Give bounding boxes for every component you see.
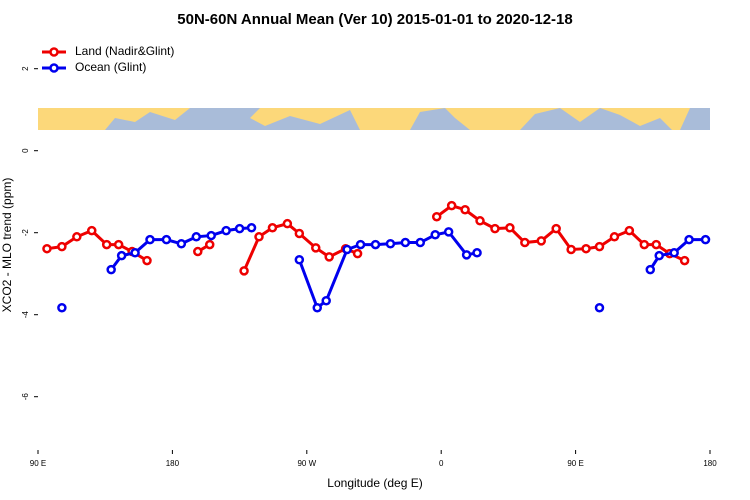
point xyxy=(594,302,605,313)
x-tick-label: 90 E xyxy=(567,459,583,468)
point xyxy=(294,255,305,265)
point xyxy=(472,248,482,258)
point xyxy=(520,237,530,248)
point xyxy=(551,223,561,234)
x-tick-label: 90 W xyxy=(297,459,316,468)
point xyxy=(461,250,472,260)
point xyxy=(475,216,485,226)
point xyxy=(443,227,454,237)
point xyxy=(700,234,711,245)
point xyxy=(116,250,127,261)
legend-marker xyxy=(49,63,59,73)
point xyxy=(594,241,605,252)
point xyxy=(684,234,694,245)
y-tick-label: -4 xyxy=(21,311,30,319)
point xyxy=(654,250,664,261)
point xyxy=(191,232,202,242)
point xyxy=(206,230,216,241)
point xyxy=(145,234,155,245)
point xyxy=(581,243,591,254)
point xyxy=(490,223,500,234)
point xyxy=(639,239,650,250)
point xyxy=(385,239,396,249)
point xyxy=(57,302,67,313)
point xyxy=(267,223,278,233)
map-band xyxy=(38,108,710,130)
point xyxy=(400,237,411,248)
point xyxy=(106,264,116,275)
legend-label: Land (Nadir&Glint) xyxy=(75,44,174,58)
y-axis-label: XCO2 - MLO trend (ppm) xyxy=(0,178,14,313)
point xyxy=(161,234,172,245)
point xyxy=(370,239,381,250)
point xyxy=(460,204,470,215)
point xyxy=(204,239,215,250)
point xyxy=(282,218,293,229)
point xyxy=(352,248,363,259)
point xyxy=(355,239,366,250)
point xyxy=(624,225,635,236)
point xyxy=(239,266,249,276)
point xyxy=(254,232,264,242)
point xyxy=(193,246,203,257)
point xyxy=(321,296,331,306)
point xyxy=(342,244,352,255)
point xyxy=(130,248,140,258)
point xyxy=(113,239,124,250)
point xyxy=(536,236,547,246)
point xyxy=(294,228,305,239)
y-tick-label: 0 xyxy=(21,148,30,153)
point xyxy=(101,239,112,250)
y-tick-label: -6 xyxy=(21,393,30,401)
point xyxy=(669,248,679,258)
x-tick-label: 90 E xyxy=(30,459,46,468)
point xyxy=(430,230,440,240)
x-tick-label: 180 xyxy=(166,459,180,468)
point xyxy=(234,223,245,234)
legend-label: Ocean (Glint) xyxy=(75,60,146,74)
point xyxy=(446,200,457,211)
point xyxy=(645,264,656,275)
x-axis-label: Longitude (deg E) xyxy=(327,476,422,490)
point xyxy=(651,239,661,250)
point xyxy=(176,239,187,249)
point xyxy=(431,211,442,222)
y-tick-label: -2 xyxy=(21,229,30,237)
x-tick-label: 0 xyxy=(439,459,444,468)
point xyxy=(609,232,620,242)
point xyxy=(679,255,690,266)
point xyxy=(142,255,152,266)
point xyxy=(505,223,515,233)
point xyxy=(246,223,257,233)
point xyxy=(415,237,426,248)
point xyxy=(42,243,52,254)
point xyxy=(221,225,231,236)
point xyxy=(72,232,82,242)
legend-marker xyxy=(49,47,59,57)
x-tick-label: 180 xyxy=(703,459,717,468)
point xyxy=(566,244,576,255)
point xyxy=(57,241,67,252)
y-tick-label: 2 xyxy=(21,66,30,71)
point xyxy=(311,243,321,253)
chart-title: 50N-60N Annual Mean (Ver 10) 2015-01-01 … xyxy=(177,11,572,28)
point xyxy=(324,252,334,262)
point xyxy=(87,225,97,236)
point xyxy=(312,302,323,313)
